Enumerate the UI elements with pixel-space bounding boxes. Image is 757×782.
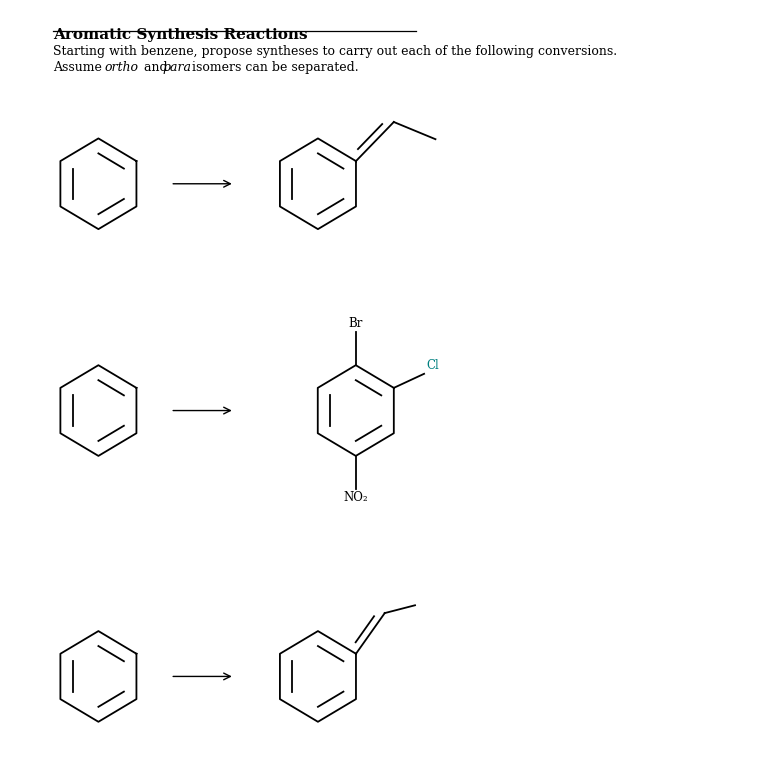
Text: Starting with benzene, propose syntheses to carry out each of the following conv: Starting with benzene, propose syntheses… (53, 45, 617, 59)
Text: and: and (140, 61, 172, 74)
Text: Cl: Cl (426, 359, 439, 372)
Text: Aromatic Synthesis Reactions: Aromatic Synthesis Reactions (53, 28, 307, 42)
Text: isomers can be separated.: isomers can be separated. (188, 61, 359, 74)
Text: ortho: ortho (104, 61, 139, 74)
Text: para: para (162, 61, 191, 74)
Text: Assume: Assume (53, 61, 106, 74)
Text: Br: Br (349, 317, 363, 330)
Text: NO₂: NO₂ (344, 491, 368, 504)
